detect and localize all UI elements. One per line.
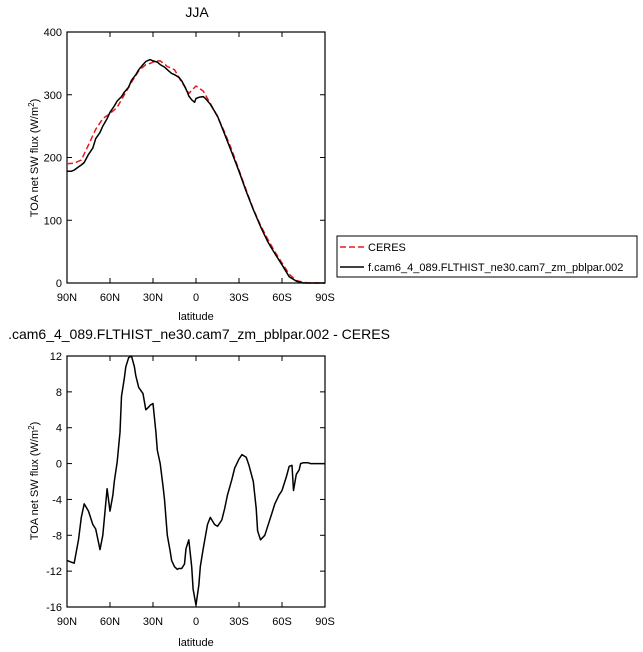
bottom-chart-title: .cam6_4_089.FLTHIST_ne30.cam7_zm_pblpar.… bbox=[8, 326, 390, 342]
bottom-panel: .cam6_4_089.FLTHIST_ne30.cam7_zm_pblpar.… bbox=[8, 326, 390, 649]
bottom-x-tick-label: 90S bbox=[315, 616, 335, 628]
top-y-axis-label: TOA net SW flux (W/m2) bbox=[27, 99, 41, 218]
bottom-y-tick-label: 12 bbox=[50, 351, 62, 363]
top-y-tick-label: 300 bbox=[44, 90, 62, 102]
bottom-series-line-0 bbox=[66, 355, 325, 606]
top-y-tick-label: 400 bbox=[44, 27, 62, 39]
top-y-tick-label: 0 bbox=[56, 278, 62, 290]
bottom-x-tick-label: 30S bbox=[229, 616, 249, 628]
bottom-y-tick-label: 4 bbox=[56, 423, 62, 435]
top-y-tick-label: 100 bbox=[44, 215, 62, 227]
bottom-y-tick-label: -4 bbox=[52, 494, 62, 506]
top-panel: JJA 0 100 200 300 400 90N 60N 30N 0 30S 60S 90S la… bbox=[27, 4, 335, 323]
bottom-y-tick-label: -8 bbox=[52, 530, 62, 542]
bottom-x-tick-label: 60N bbox=[100, 616, 120, 628]
bottom-y-tick-label: 0 bbox=[56, 459, 62, 471]
bottom-x-tick-label: 30N bbox=[143, 616, 163, 628]
top-x-tick-label: 0 bbox=[193, 292, 199, 304]
top-x-tick-label: 60S bbox=[272, 292, 292, 304]
top-x-tick-label: 90N bbox=[57, 292, 77, 304]
bottom-x-axis-label: latitude bbox=[178, 637, 213, 649]
legend-label-ceres: CERES bbox=[368, 242, 406, 254]
top-x-tick-label: 30S bbox=[229, 292, 249, 304]
bottom-y-tick-label: -16 bbox=[46, 602, 62, 614]
bottom-x-tick-label: 60S bbox=[272, 616, 292, 628]
top-series-line-0 bbox=[66, 60, 325, 284]
top-series-line-1 bbox=[67, 58, 325, 284]
legend: CERES f.cam6_4_089.FLTHIST_ne30.cam7_zm_… bbox=[336, 235, 638, 278]
legend-label-model: f.cam6_4_089.FLTHIST_ne30.cam7_zm_pblpar… bbox=[368, 262, 623, 274]
top-plot-frame bbox=[66, 31, 326, 284]
top-chart-title: JJA bbox=[185, 4, 209, 20]
legend-box bbox=[336, 235, 638, 278]
bottom-y-tick-label: 8 bbox=[56, 387, 62, 399]
bottom-y-tick-label: -12 bbox=[46, 566, 62, 578]
top-y-tick-label: 200 bbox=[44, 153, 62, 165]
top-x-tick-label: 30N bbox=[143, 292, 163, 304]
bottom-plot-frame bbox=[66, 355, 326, 608]
bottom-x-tick-label: 90N bbox=[57, 616, 77, 628]
bottom-x-tick-label: 0 bbox=[193, 616, 199, 628]
bottom-y-axis-label: TOA net SW flux (W/m2) bbox=[27, 422, 41, 541]
top-x-tick-label: 90S bbox=[315, 292, 335, 304]
top-x-axis-label: latitude bbox=[178, 311, 213, 323]
top-x-tick-label: 60N bbox=[100, 292, 120, 304]
